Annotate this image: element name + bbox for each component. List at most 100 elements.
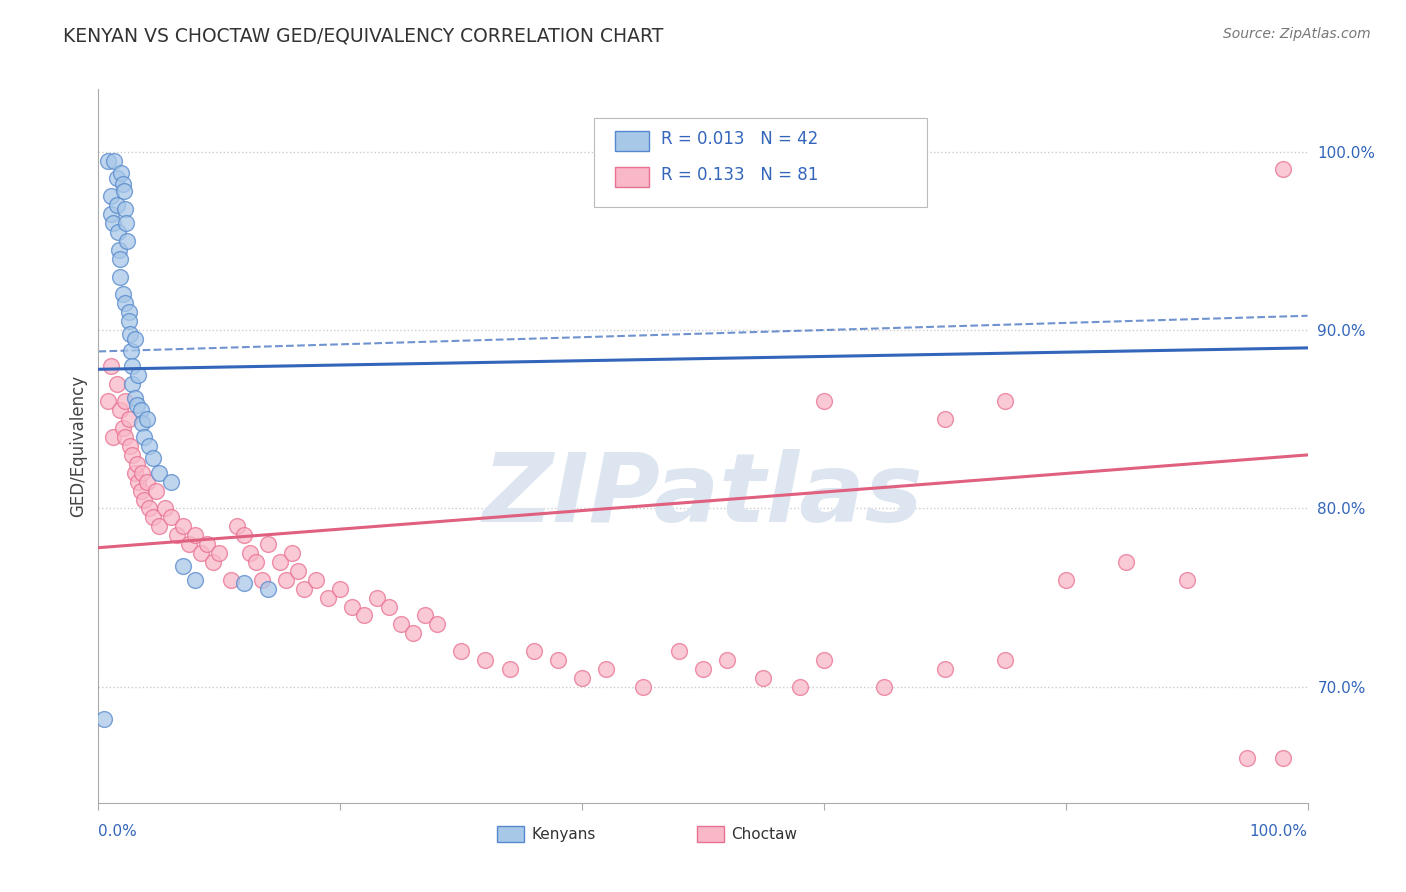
FancyBboxPatch shape: [595, 118, 927, 207]
Text: 0.0%: 0.0%: [98, 824, 138, 839]
Text: R = 0.013   N = 42: R = 0.013 N = 42: [661, 130, 818, 148]
Point: [124, 332, 146, 346]
Point: [1236, 751, 1258, 765]
Text: ZIPatlas: ZIPatlas: [482, 450, 924, 542]
Point: [292, 582, 315, 596]
Point: [245, 555, 267, 569]
Point: [413, 608, 436, 623]
Point: [274, 573, 297, 587]
Point: [108, 403, 131, 417]
Point: [994, 653, 1017, 667]
Point: [121, 359, 143, 373]
Point: [474, 653, 496, 667]
Point: [934, 662, 956, 676]
Point: [108, 252, 131, 266]
Point: [426, 617, 449, 632]
Point: [281, 546, 304, 560]
Point: [117, 234, 139, 248]
Point: [377, 599, 399, 614]
Point: [93, 712, 115, 726]
Point: [184, 528, 207, 542]
Point: [1115, 555, 1137, 569]
Point: [232, 576, 254, 591]
Point: [127, 368, 149, 382]
Point: [195, 537, 218, 551]
Point: [595, 662, 617, 676]
Point: [172, 519, 194, 533]
Point: [134, 492, 156, 507]
Point: [118, 439, 141, 453]
Point: [100, 359, 122, 373]
Point: [752, 671, 775, 685]
Point: [239, 546, 262, 560]
Point: [256, 582, 278, 596]
Point: [994, 394, 1017, 409]
FancyBboxPatch shape: [697, 826, 724, 842]
Point: [138, 439, 160, 453]
Point: [142, 510, 165, 524]
Point: [366, 591, 388, 605]
Point: [115, 216, 138, 230]
Point: [101, 430, 124, 444]
Point: [135, 475, 157, 489]
Point: [873, 680, 896, 694]
Point: [134, 430, 156, 444]
Text: Kenyans: Kenyans: [531, 827, 596, 842]
Point: [111, 421, 134, 435]
Point: [1272, 162, 1295, 177]
Point: [121, 448, 143, 462]
Point: [221, 573, 243, 587]
Point: [114, 296, 136, 310]
Point: [934, 412, 956, 426]
Point: [342, 599, 364, 614]
Point: [172, 558, 194, 573]
Point: [1175, 573, 1198, 587]
Point: [1054, 573, 1077, 587]
Point: [160, 510, 183, 524]
Point: [226, 519, 249, 533]
Point: [179, 537, 201, 551]
FancyBboxPatch shape: [498, 826, 524, 842]
Point: [131, 466, 153, 480]
Point: [114, 430, 136, 444]
Point: [118, 412, 141, 426]
Point: [813, 653, 835, 667]
Point: [105, 171, 128, 186]
Point: [107, 225, 129, 239]
Point: [813, 394, 835, 409]
Point: [402, 626, 425, 640]
Point: [114, 394, 136, 409]
Point: [114, 202, 136, 216]
Point: [135, 412, 157, 426]
Text: R = 0.133   N = 81: R = 0.133 N = 81: [661, 166, 818, 184]
Point: [120, 344, 142, 359]
Point: [305, 573, 328, 587]
Point: [571, 671, 593, 685]
Point: [112, 184, 135, 198]
Point: [118, 305, 141, 319]
Point: [329, 582, 352, 596]
Point: [97, 153, 120, 168]
Point: [145, 483, 167, 498]
Point: [103, 153, 125, 168]
Point: [450, 644, 472, 658]
Point: [166, 528, 188, 542]
Point: [353, 608, 375, 623]
Point: [269, 555, 291, 569]
Point: [127, 475, 149, 489]
Text: KENYAN VS CHOCTAW GED/EQUIVALENCY CORRELATION CHART: KENYAN VS CHOCTAW GED/EQUIVALENCY CORREL…: [63, 27, 664, 45]
Point: [148, 466, 170, 480]
Point: [111, 177, 134, 191]
Point: [121, 376, 143, 391]
Point: [148, 519, 170, 533]
Point: [523, 644, 546, 658]
Point: [127, 398, 149, 412]
Y-axis label: GED/Equivalency: GED/Equivalency: [69, 375, 87, 517]
Point: [232, 528, 254, 542]
Text: Choctaw: Choctaw: [731, 827, 797, 842]
Text: 100.0%: 100.0%: [1250, 824, 1308, 839]
Point: [316, 591, 339, 605]
Point: [692, 662, 714, 676]
Point: [111, 287, 134, 301]
Point: [108, 269, 131, 284]
